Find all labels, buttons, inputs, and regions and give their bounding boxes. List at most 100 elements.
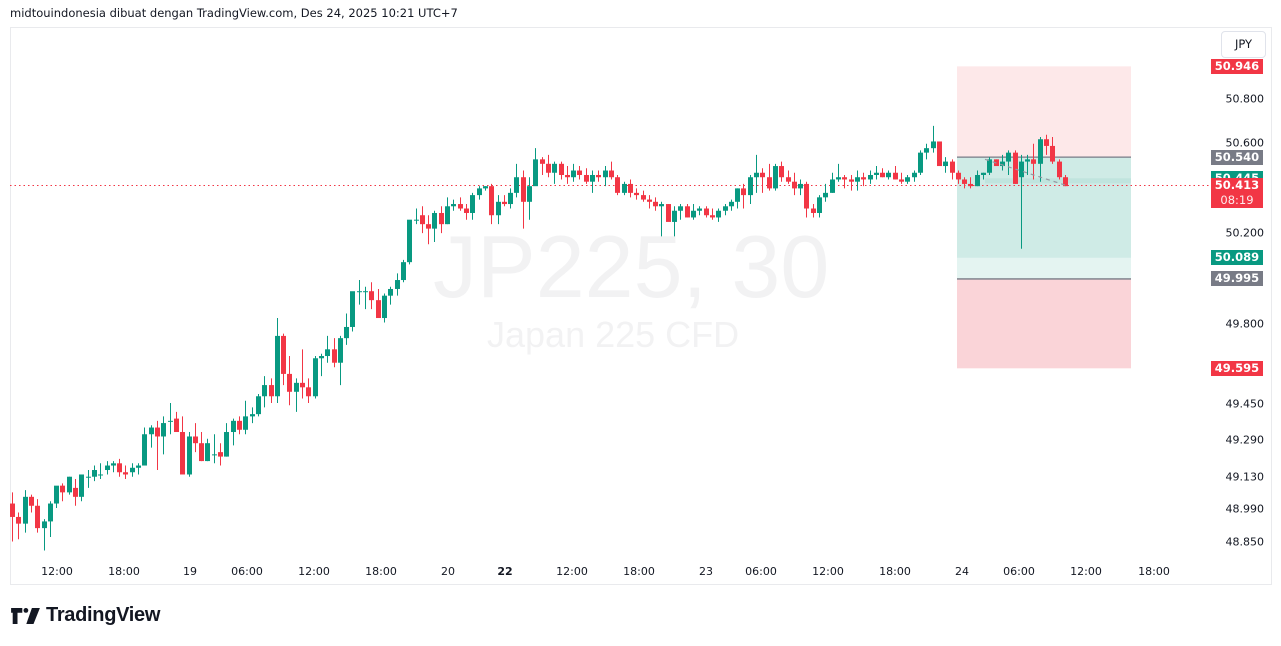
candle-body [729,201,734,207]
time-tick: 20 [441,565,455,578]
candle-body [685,206,690,218]
candle-body [716,210,721,218]
price-axis[interactable]: 50.800 50.600 50.200 49.800 49.450 49.290 49.1… [1211,27,1272,585]
candle-body [60,485,65,493]
candle-body [628,183,633,193]
candle-body [861,177,866,180]
candle-body [376,300,381,319]
candle-body [697,208,702,211]
profit-level-label: 50.089 [1211,250,1263,266]
stop-loss-label: 49.595 [1211,360,1263,376]
candle-body [533,159,538,187]
candle-body [332,349,337,363]
candle-body [445,206,450,225]
candle-body [451,204,456,207]
candle-body [401,262,406,281]
candle-body [269,385,274,397]
time-axis[interactable]: 12:00 18:00 19 06:00 12:00 18:00 20 22 12:00 18:0… [10,558,1211,585]
candle-body [1063,177,1068,187]
target-price-label-value: 50.946 [1214,58,1260,73]
candle-body [470,195,475,213]
candle-body [92,470,97,477]
candle-body [962,179,967,184]
candle-body [981,172,986,175]
candle-body [1000,161,1005,167]
chart-caption: midtouindonesia dibuat dengan TradingVie… [10,6,458,20]
candle-body [275,335,280,397]
time-tick: 18:00 [879,565,911,578]
entry-price-label: 50.540 [1211,149,1263,165]
candle-body [886,172,891,178]
candle-body [571,170,576,178]
candle-body [855,177,860,182]
profit-zone [957,157,1131,258]
candle-body [483,186,488,189]
candle-body [804,183,809,209]
candle-body [130,467,135,473]
candle-body [1050,145,1055,162]
entry-price-label-value: 50.540 [1214,149,1260,164]
candle-body [723,206,728,211]
time-tick: 18:00 [365,565,397,578]
candle-body [546,163,551,173]
candle-body [672,210,677,222]
candle-body [577,170,582,175]
candle-body [281,335,286,374]
candle-body [98,474,103,476]
tradingview-logo-text: TradingView [46,604,161,626]
candle-body [496,201,501,216]
time-tick: 18:00 [1138,565,1170,578]
time-tick: 18:00 [108,565,140,578]
candle-body [105,465,110,471]
candle-body [464,208,469,213]
candle-body [117,463,122,473]
candle-body [287,373,292,392]
candle-body [73,487,78,497]
candle-body [823,192,828,198]
candle-body [653,201,658,207]
candle-body [174,418,179,433]
candle-body [842,177,847,180]
candle-body [987,159,992,173]
tradingview-logo[interactable]: TradingView [11,604,160,627]
currency-button[interactable]: JPY [1221,31,1266,58]
time-tick: 12:00 [41,565,73,578]
candle-body [29,496,34,506]
chart-plot-area[interactable] [10,27,1211,558]
candle-body [868,174,873,180]
bar-countdown: 08:19 [1220,192,1254,207]
candle-body [300,382,305,388]
time-tick: 06:00 [1003,565,1035,578]
candle-body [1019,161,1024,178]
candle-body [294,382,299,392]
candle-body [704,208,709,216]
profit-level-label-value: 50.089 [1214,250,1260,265]
candle-body [477,188,482,196]
profit-zone-light [957,257,1131,279]
candle-body [325,349,330,357]
last-price-label: 50.413 08:19 [1211,177,1263,208]
price-tick: 48.850 [1225,535,1265,549]
candle-body [395,280,400,289]
candle-body [388,288,393,296]
candle-body [256,396,261,415]
candle-body [142,434,147,466]
time-tick: 22 [497,565,513,578]
price-tick: 49.130 [1225,470,1265,484]
stop-entry-label-value: 49.995 [1214,271,1260,286]
candle-body [458,204,463,209]
candle-body [1006,152,1011,162]
candle-body [168,420,173,422]
candle-body [48,503,53,522]
price-tick: 50.800 [1225,92,1265,106]
candle-body [338,338,343,363]
candle-body [924,148,929,153]
candle-body [357,291,362,293]
stop-entry-label: 49.995 [1211,271,1263,287]
candle-body [67,476,72,493]
stop-loss-label-value: 49.595 [1214,360,1260,375]
candle-body [414,219,419,221]
time-tick: 12:00 [1070,565,1102,578]
candle-body [975,174,980,187]
candle-body [874,172,879,175]
